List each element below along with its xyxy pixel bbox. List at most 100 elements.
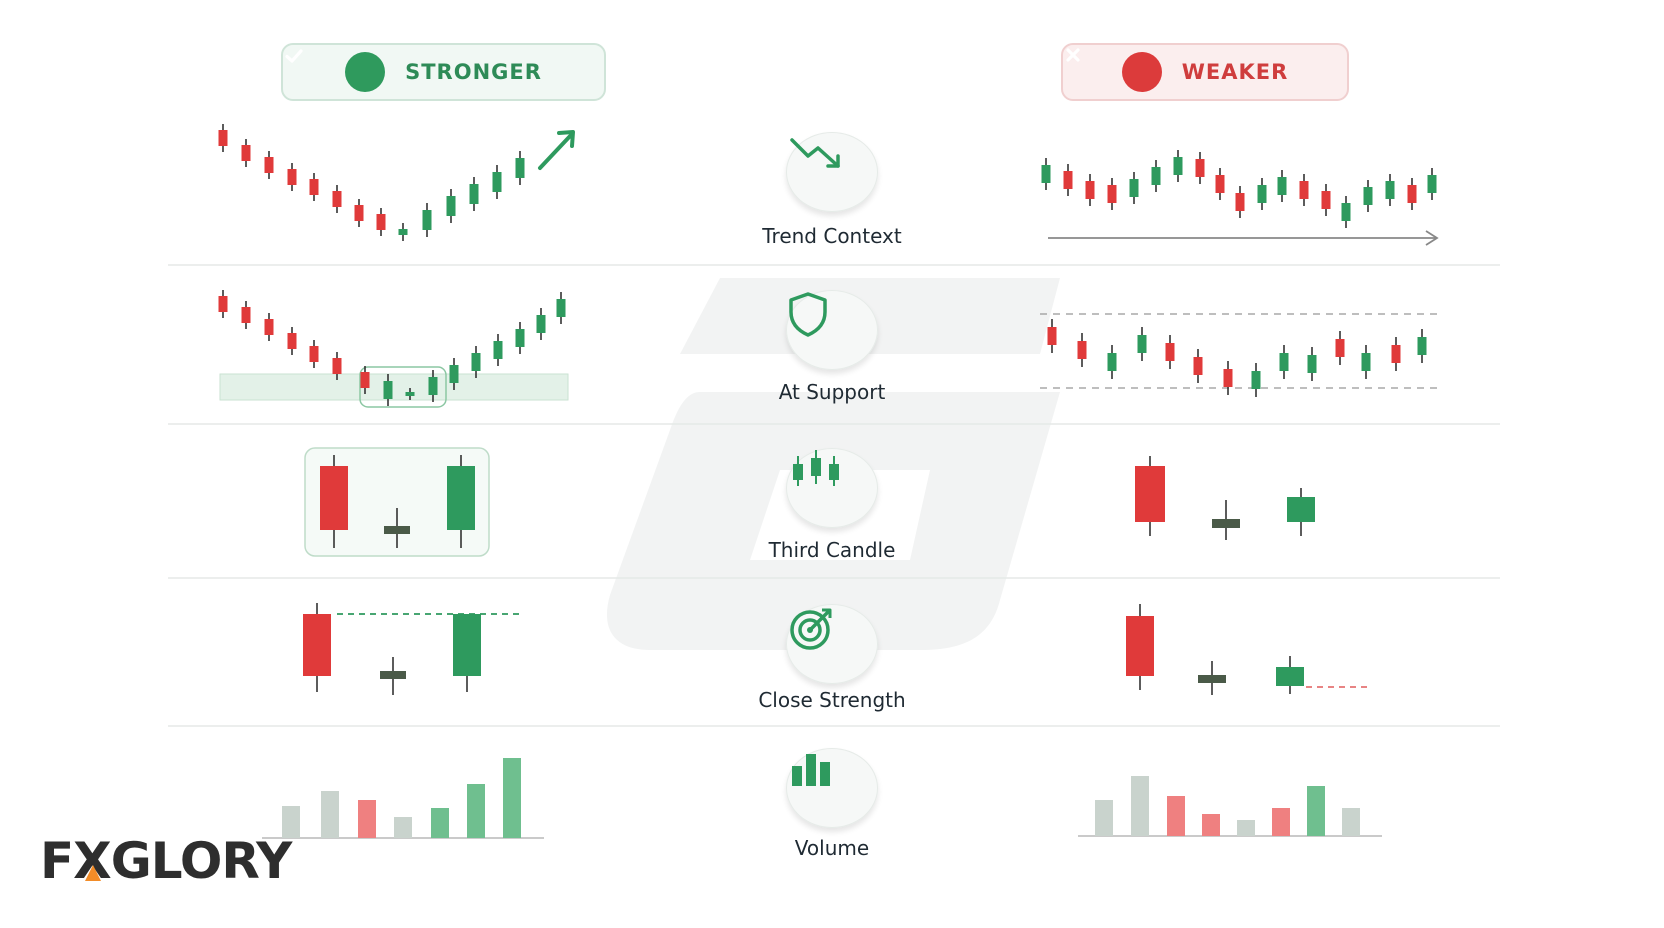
candle-body <box>264 319 274 335</box>
candle-body <box>332 358 342 374</box>
support-zone <box>219 373 569 401</box>
candle-body <box>556 299 566 317</box>
criterion-label-support: At Support <box>778 380 886 404</box>
candle-body <box>1212 519 1240 528</box>
candle-body <box>1299 181 1309 199</box>
volume-bar <box>1272 808 1290 836</box>
candle-body <box>360 372 370 388</box>
candle-body <box>1165 343 1175 361</box>
pattern-frame <box>304 447 490 557</box>
trend-down-icon <box>786 132 878 212</box>
candle-body <box>1257 185 1267 203</box>
candle-body <box>309 179 319 195</box>
candle-body <box>1135 466 1165 522</box>
logo: FXGLORY <box>40 832 292 890</box>
x-icon <box>1066 48 1162 92</box>
shield-icon <box>786 290 878 370</box>
volume-bar <box>1237 820 1255 836</box>
candle-body <box>515 329 525 347</box>
candle-body <box>1276 667 1304 686</box>
candle-body <box>218 130 228 146</box>
volume-bar <box>1342 808 1360 836</box>
volume-bar <box>358 800 376 838</box>
criterion-label-trend: Trend Context <box>762 224 902 248</box>
candle-body <box>1129 179 1139 197</box>
candle-body <box>1321 191 1331 209</box>
up-arrow-head <box>557 130 575 148</box>
candle-body <box>1137 335 1147 353</box>
candle-body <box>1107 185 1117 203</box>
candle-body <box>1047 327 1057 345</box>
weaker-label: WEAKER <box>1181 60 1289 84</box>
candle-body <box>1279 353 1289 371</box>
candle-body <box>309 346 319 362</box>
candle-body <box>303 614 331 676</box>
candle-body <box>493 341 503 359</box>
candle-body <box>422 210 432 230</box>
criterion-label-third-candle: Third Candle <box>768 538 896 562</box>
volume-bar <box>394 817 412 838</box>
candle-body <box>1417 337 1427 355</box>
candle-body <box>384 526 410 534</box>
candle-body <box>398 229 408 235</box>
volume-bar <box>1202 814 1220 836</box>
candle-body <box>1335 339 1345 357</box>
candle-body <box>449 365 459 383</box>
candles-icon <box>786 448 878 528</box>
sideways-arrow-head <box>1425 230 1439 246</box>
candle-body <box>1063 171 1073 189</box>
stronger-header: STRONGER <box>281 43 606 101</box>
check-icon <box>285 49 386 92</box>
candle-body <box>1385 181 1395 199</box>
candle-body <box>1407 185 1417 203</box>
candle-body <box>354 205 364 221</box>
candle-body <box>1195 159 1205 177</box>
candle-body <box>1251 371 1261 389</box>
volume-bar <box>282 806 300 838</box>
candle-body <box>1151 167 1161 185</box>
candle-body <box>405 392 415 396</box>
candle-body <box>320 466 348 530</box>
candle-body <box>471 353 481 371</box>
candle-body <box>536 315 546 333</box>
candle-body <box>1198 675 1226 683</box>
stronger-label: STRONGER <box>405 60 542 84</box>
candle-body <box>376 214 386 230</box>
weaker-header: WEAKER <box>1061 43 1349 101</box>
candle-body <box>1107 353 1117 371</box>
volume-bar <box>321 791 339 838</box>
candle-body <box>453 614 481 676</box>
volume-bar <box>431 808 449 838</box>
volume-bar <box>1307 786 1325 836</box>
candle-body <box>1077 341 1087 359</box>
criterion-label-volume: Volume <box>794 836 870 860</box>
volume-bar <box>503 758 521 838</box>
candle-body <box>218 296 228 312</box>
candle-body <box>332 191 342 207</box>
candle-body <box>1085 181 1095 199</box>
candle-body <box>383 381 393 399</box>
candle-body <box>1287 497 1315 522</box>
candle-body <box>287 333 297 349</box>
candle-body <box>1361 353 1371 371</box>
candle-body <box>241 307 251 323</box>
candle-body <box>1215 175 1225 193</box>
volume-bar <box>1131 776 1149 836</box>
candle-body <box>1307 355 1317 373</box>
candle-body <box>1193 357 1203 375</box>
candle-body <box>264 157 274 173</box>
candle-body <box>1126 616 1154 676</box>
candle-body <box>1341 203 1351 221</box>
candle-body <box>469 184 479 204</box>
volume-bar <box>1095 800 1113 836</box>
candle-body <box>1391 345 1401 363</box>
candle-body <box>380 671 406 679</box>
candle-body <box>447 466 475 530</box>
candle-body <box>492 172 502 192</box>
candle-body <box>1277 177 1287 195</box>
up-arrow <box>538 132 574 170</box>
candle-body <box>1427 175 1437 193</box>
highlight-box <box>359 366 447 408</box>
candle-body <box>287 169 297 185</box>
